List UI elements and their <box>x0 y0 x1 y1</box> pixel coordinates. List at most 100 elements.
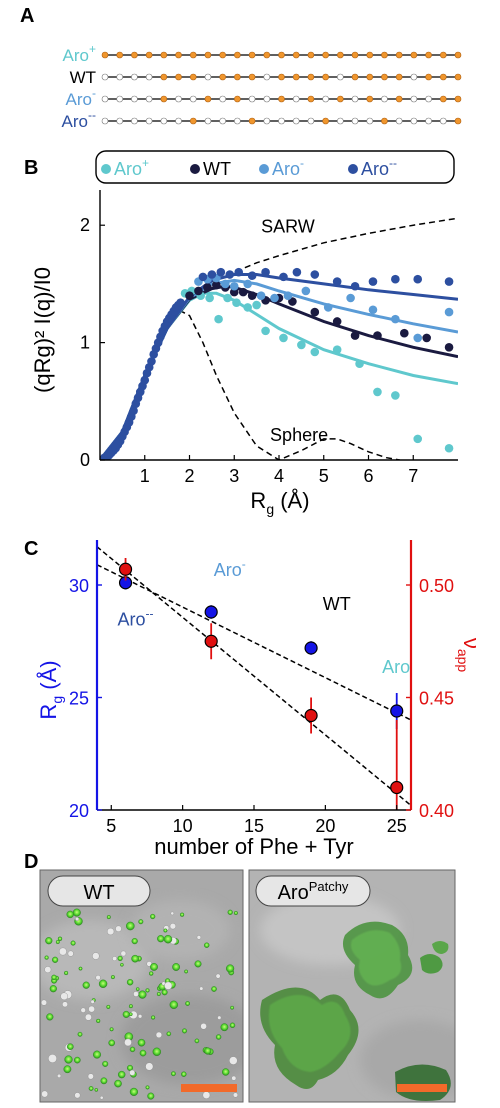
droplet <box>122 1010 130 1018</box>
droplet <box>138 990 147 999</box>
image-label-pill-patchy <box>255 875 371 907</box>
aromatic-site <box>292 73 300 81</box>
droplet <box>88 1005 95 1013</box>
droplet <box>51 974 57 981</box>
droplet <box>44 966 52 973</box>
droplet <box>164 981 173 990</box>
image-label-patchy: AroPatchy <box>278 879 349 904</box>
droplet <box>112 956 118 961</box>
droplet <box>98 979 108 988</box>
droplet <box>106 1004 111 1009</box>
droplet <box>102 1060 109 1067</box>
aromatic-site <box>263 51 271 59</box>
non-aromatic-site <box>131 95 138 103</box>
sequence-label: Aro+ <box>63 42 96 65</box>
non-aromatic-site <box>410 117 418 125</box>
data-point <box>261 267 270 277</box>
droplet <box>152 1047 162 1057</box>
scale-bar <box>181 1084 237 1092</box>
droplet <box>49 985 57 993</box>
data-point <box>373 387 382 397</box>
droplet <box>137 1038 146 1047</box>
droplet <box>57 1073 62 1078</box>
trend-line <box>97 564 411 721</box>
non-aromatic-site <box>101 95 109 103</box>
data-point <box>346 293 355 303</box>
aromatic-site <box>307 73 315 81</box>
data-point <box>444 443 454 453</box>
data-point <box>229 281 239 291</box>
droplet <box>157 935 165 943</box>
legend-marker <box>190 164 200 174</box>
non-aromatic-site <box>263 73 271 81</box>
non-aromatic-site <box>292 95 300 103</box>
data-point <box>221 279 230 289</box>
data-point <box>350 331 360 340</box>
non-aromatic-site <box>234 117 241 125</box>
aggregate-large-highlight <box>268 995 351 1072</box>
non-aromatic-site <box>395 117 403 125</box>
non-aromatic-site <box>116 73 124 81</box>
non-aromatic-site <box>337 117 344 125</box>
droplet <box>80 1007 86 1013</box>
droplet <box>229 1056 238 1065</box>
data-point <box>247 291 257 300</box>
droplet <box>41 999 48 1006</box>
data-point <box>225 270 235 279</box>
droplet <box>180 912 185 917</box>
aromatic-site <box>395 73 403 81</box>
droplet <box>70 940 76 946</box>
data-point <box>256 291 266 300</box>
aromatic-site <box>307 51 315 59</box>
droplet <box>156 992 161 997</box>
scale-bar <box>397 1084 447 1092</box>
non-aromatic-site <box>175 95 182 103</box>
droplet <box>145 1062 154 1071</box>
droplet <box>148 971 154 976</box>
aromatic-site <box>278 73 285 81</box>
legend: Aro+ WT Aro- Aro-- <box>101 156 397 179</box>
data-point <box>204 634 218 648</box>
data-point <box>223 293 232 303</box>
droplet <box>126 1064 133 1071</box>
non-aromatic-site <box>307 117 315 125</box>
non-aromatic-site <box>425 117 432 125</box>
aromatic-site <box>101 51 109 59</box>
aromatic-site <box>219 73 226 81</box>
droplet <box>232 1092 238 1098</box>
droplet <box>96 1018 101 1023</box>
micrograph-patchy-frame <box>248 869 456 1103</box>
texture-blob <box>40 920 150 1000</box>
right-y-tick-label: 0.40 <box>419 801 454 821</box>
reference-curve-sarw <box>100 217 458 460</box>
data-point <box>413 434 423 444</box>
non-aromatic-site <box>160 117 168 125</box>
droplet <box>150 913 156 920</box>
aromatic-site <box>307 95 315 103</box>
x-tick-label: 1 <box>140 466 150 486</box>
aromatic-site <box>189 117 197 125</box>
aromatic-site <box>322 117 329 125</box>
data-point <box>355 359 364 369</box>
data-point <box>203 283 212 292</box>
panel-label-d: D <box>24 851 38 873</box>
droplet <box>100 1077 108 1085</box>
panel-label-b: B <box>24 157 38 179</box>
aromatic-site <box>395 51 403 59</box>
droplet <box>60 992 68 1001</box>
data-point <box>205 293 214 303</box>
non-aromatic-site <box>410 73 418 81</box>
point-label: Aro-- <box>118 607 154 630</box>
data-point <box>297 340 306 350</box>
x-tick-label: 15 <box>244 816 264 836</box>
aromatic-site <box>351 51 359 59</box>
x-tick-label: 5 <box>319 466 329 486</box>
droplet <box>57 936 63 941</box>
droplet <box>51 956 59 963</box>
data-point <box>310 307 320 317</box>
non-aromatic-site <box>219 95 226 103</box>
micrograph-aro-patchy: AroPatchy <box>248 869 456 1103</box>
droplet <box>129 1046 136 1053</box>
aromatic-site <box>131 51 138 59</box>
droplet <box>215 1034 222 1040</box>
